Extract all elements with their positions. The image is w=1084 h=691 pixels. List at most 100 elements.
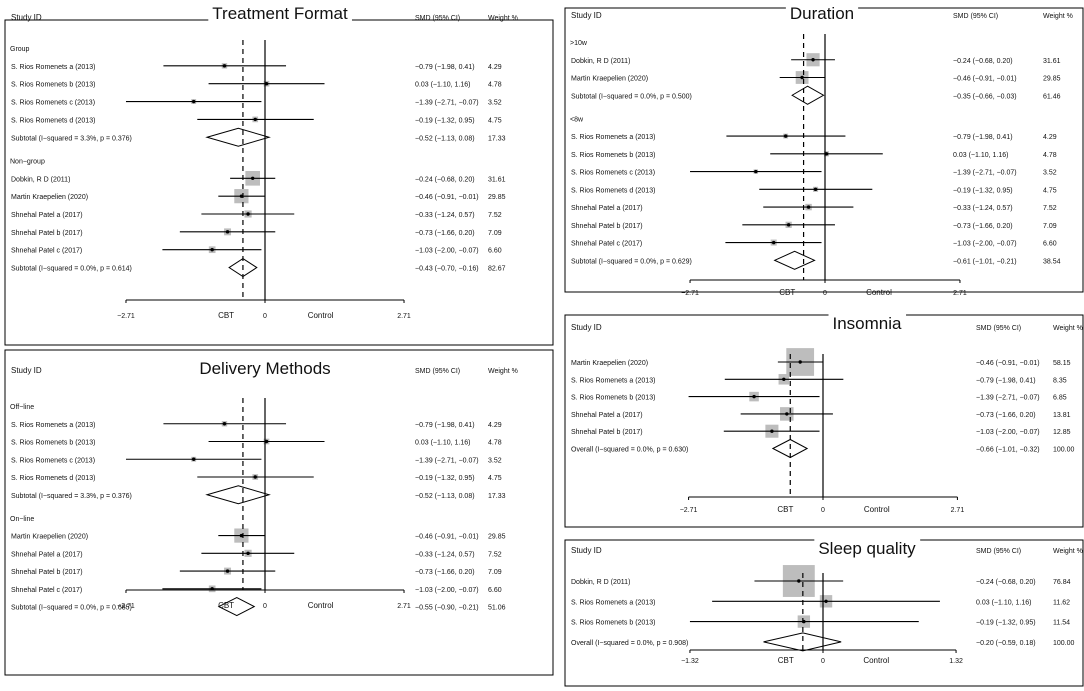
study-row: Dobkin, R D (2011) −0.24 (−0.68, 0.20) 31.… xyxy=(11,170,506,186)
pooled-diamond xyxy=(763,632,842,652)
subtotal-smd-ci: −0.52 (−1.13, 0.08) xyxy=(415,493,475,500)
panel-frame xyxy=(4,349,554,676)
axis-tick-label: −1.32 xyxy=(681,658,699,665)
study-weight: 31.61 xyxy=(1043,58,1061,65)
axis-tick-label: 0 xyxy=(821,507,825,514)
column-header-study: Study ID xyxy=(571,11,602,20)
axis-tick-label: 0 xyxy=(821,658,825,665)
point-estimate xyxy=(772,240,776,245)
column-header-weight: Weight % xyxy=(1043,13,1073,20)
column-header-weight: Weight % xyxy=(1053,325,1083,332)
subtotal-smd-ci: −0.35 (−0.66, −0.03) xyxy=(953,93,1017,100)
study-weight: 4.29 xyxy=(488,64,502,71)
subgroup-label: <8w xyxy=(570,116,584,123)
study-name: S. Rios Romenets d (2013) xyxy=(11,475,95,482)
subtotal-label: Subtotal (I−squared = 3.3%, p = 0.376) xyxy=(11,135,132,142)
study-name: S. Rios Romenets a (2013) xyxy=(571,134,655,141)
study-weight: 7.09 xyxy=(488,569,502,576)
point-estimate xyxy=(225,230,230,234)
forest-panel-p1: Treatment Format Study ID SMD (95% CI) Weig… xyxy=(4,4,554,346)
study-smd-ci: −0.19 (−1.32, 0.95) xyxy=(415,475,475,482)
subtotal-smd-ci: −0.20 (−0.59, 0.18) xyxy=(976,640,1036,647)
study-smd-ci: −0.79 (−1.98, 0.41) xyxy=(976,377,1036,384)
study-smd-ci: −1.03 (−2.00, −0.07) xyxy=(976,429,1040,436)
study-row: Shnehal Patel a (2017) −0.73 (−1.66, 0.20… xyxy=(571,407,1071,421)
study-smd-ci: −1.39 (−2.71, −0.07) xyxy=(415,100,479,107)
point-estimate xyxy=(786,223,791,227)
column-header-weight: Weight % xyxy=(488,368,518,375)
study-smd-ci: −0.24 (−0.68, 0.20) xyxy=(976,579,1036,586)
panel-title: Duration xyxy=(790,4,854,23)
panel-title: Insomnia xyxy=(833,314,903,333)
study-smd-ci: −0.46 (−0.91, −0.01) xyxy=(415,534,479,541)
study-row: Shnehal Patel b (2017) −0.73 (−1.66, 0.20… xyxy=(11,567,502,576)
subtotal-row: Subtotal (I−squared = 0.0%, p = 0.500) −0… xyxy=(571,85,1061,105)
study-name: Martin Kraepelien (2020) xyxy=(571,76,648,83)
study-name: S. Rios Romenets a (2013) xyxy=(11,64,95,71)
point-estimate xyxy=(191,457,196,461)
study-row: S. Rios Romenets a (2013) −0.79 (−1.98, 0… xyxy=(571,133,1057,141)
point-estimate xyxy=(239,194,244,198)
study-row: Martin Kraepelien (2020) −0.46 (−0.91, −0… xyxy=(571,348,1071,376)
study-row: Martin Kraepelien (2020) −0.46 (−0.91, −0… xyxy=(11,189,506,204)
point-estimate xyxy=(253,475,257,479)
study-name: S. Rios Romenets c (2013) xyxy=(571,170,655,177)
study-smd-ci: −0.24 (−0.68, 0.20) xyxy=(953,58,1013,65)
study-row: Martin Kraepelien (2020) −0.46 (−0.91, −0… xyxy=(11,528,506,543)
study-smd-ci: 0.03 (−1.10, 1.16) xyxy=(415,440,470,447)
study-name: S. Rios Romenets a (2013) xyxy=(571,599,655,606)
subtotal-weight: 38.54 xyxy=(1043,258,1061,265)
point-estimate xyxy=(222,422,227,426)
study-smd-ci: −1.03 (−2.00, −0.07) xyxy=(415,587,479,594)
panel-title: Treatment Format xyxy=(212,4,348,23)
title-backing xyxy=(208,4,352,23)
study-name: Dobkin, R D (2011) xyxy=(11,176,70,183)
point-estimate xyxy=(222,64,227,68)
title-backing xyxy=(195,359,335,378)
point-estimate xyxy=(752,394,756,399)
axis-label-cbt: CBT xyxy=(218,601,234,610)
study-row: Shnehal Patel a (2017) −0.33 (−1.24, 0.57… xyxy=(571,203,1057,212)
study-smd-ci: −0.46 (−0.91, −0.01) xyxy=(415,194,479,201)
study-smd-ci: −0.79 (−1.98, 0.41) xyxy=(415,422,475,429)
point-estimate xyxy=(798,360,802,364)
point-estimate xyxy=(824,599,828,603)
study-row: S. Rios Romenets d (2013) −0.19 (−1.32, 0… xyxy=(11,116,502,124)
point-estimate xyxy=(250,176,255,181)
subtotal-row: Overall (I−squared = 0.0%, p = 0.908) −0.… xyxy=(571,632,1075,652)
study-weight: 29.85 xyxy=(488,194,506,201)
axis-label-cbt: CBT xyxy=(218,311,234,320)
study-smd-ci: −0.19 (−1.32, 0.95) xyxy=(953,187,1013,194)
study-row: S. Rios Romenets c (2013) −1.39 (−2.71, −… xyxy=(11,99,502,107)
axis-label-control: Control xyxy=(864,505,890,514)
study-weight: 12.85 xyxy=(1053,429,1071,436)
subgroup-label: Non−group xyxy=(10,158,45,165)
study-smd-ci: −0.46 (−0.91, −0.01) xyxy=(976,360,1040,367)
column-header-study: Study ID xyxy=(571,546,602,555)
study-row: S. Rios Romenets c (2013) −1.39 (−2.71, −… xyxy=(11,456,502,464)
subtotal-label: Overall (I−squared = 0.0%, p = 0.908) xyxy=(571,640,688,647)
study-smd-ci: −0.33 (−1.24, 0.57) xyxy=(415,212,475,219)
study-row: S. Rios Romenets b (2013) 0.03 (−1.10, 1.… xyxy=(11,80,502,89)
subtotal-weight: 17.33 xyxy=(488,135,506,142)
pooled-diamond xyxy=(205,127,271,147)
pooled-diamond xyxy=(791,85,825,105)
column-header-smd: SMD (95% CI) xyxy=(976,325,1021,332)
axis-label-control: Control xyxy=(308,311,334,320)
study-weight: 4.29 xyxy=(1043,134,1057,141)
study-weight: 7.09 xyxy=(1043,223,1057,230)
subtotal-weight: 17.33 xyxy=(488,493,506,500)
study-name: Shnehal Patel b (2017) xyxy=(11,569,83,576)
study-smd-ci: −0.33 (−1.24, 0.57) xyxy=(415,551,475,558)
title-backing xyxy=(814,539,921,558)
pooled-diamond xyxy=(217,597,256,617)
study-smd-ci: −0.73 (−1.66, 0.20) xyxy=(415,230,475,237)
subtotal-label: Subtotal (I−squared = 0.0%, p = 0.629) xyxy=(571,258,692,265)
study-weight: 3.52 xyxy=(1043,170,1057,177)
subtotal-row: Subtotal (I−squared = 3.3%, p = 0.376) −0… xyxy=(11,127,506,147)
study-row: Martin Kraepelien (2020) −0.46 (−0.91, −0… xyxy=(571,71,1061,84)
study-smd-ci: −0.73 (−1.66, 0.20) xyxy=(415,569,475,576)
study-weight: 4.78 xyxy=(1043,152,1057,159)
study-row: S. Rios Romenets a (2013) −0.79 (−1.98, 0… xyxy=(11,421,502,429)
subgroup-label: Group xyxy=(10,46,30,53)
